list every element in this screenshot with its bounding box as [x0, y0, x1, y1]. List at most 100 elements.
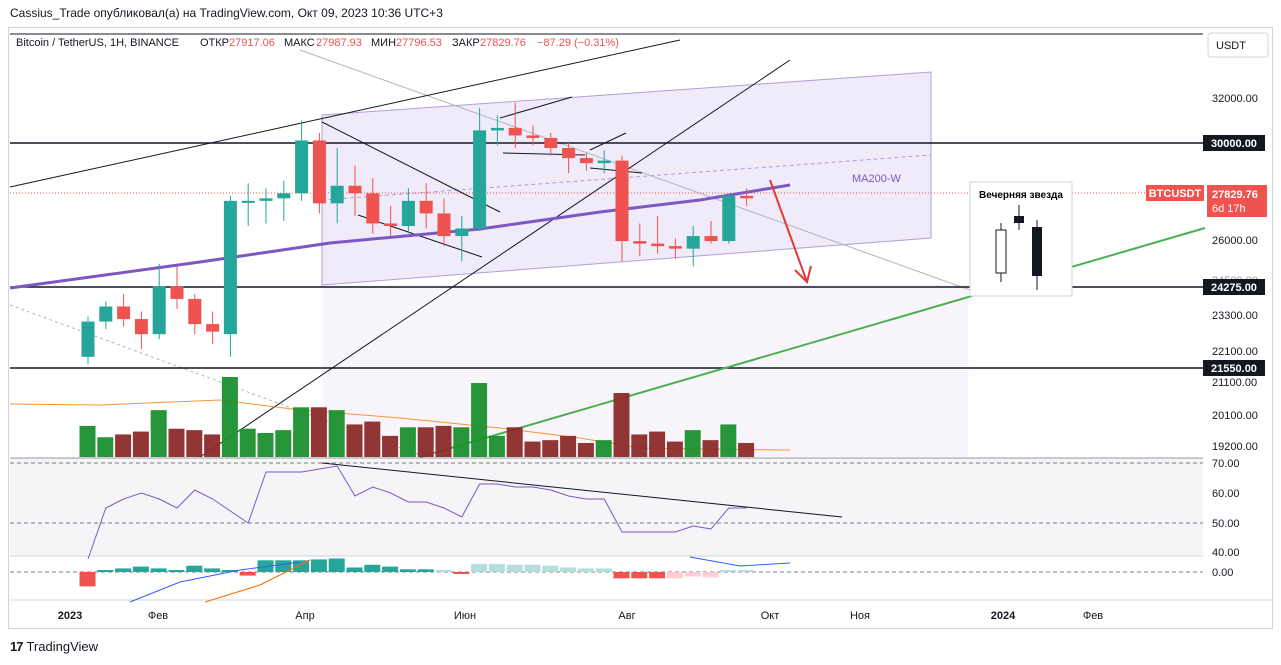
time-axis[interactable]: 2023 Фев Апр Июн Авг Окт Ноя 2024 Фев — [58, 610, 1104, 622]
symbol-title[interactable]: Bitcoin / TetherUS, 1H, BINANCE — [16, 37, 179, 49]
currency-button[interactable] — [1207, 32, 1269, 58]
candle-body[interactable] — [312, 140, 326, 204]
candle-body[interactable] — [401, 200, 415, 227]
candle-body[interactable] — [579, 158, 593, 164]
candle-body[interactable] — [722, 195, 736, 242]
publisher-line: Cassius_Trade опубликовал(а) на TradingV… — [10, 6, 443, 20]
ytick: 23300.00 — [1212, 310, 1258, 322]
volume-bar — [738, 443, 755, 457]
candle-body[interactable] — [295, 140, 309, 194]
candle-body[interactable] — [134, 319, 148, 335]
candle-body[interactable] — [455, 228, 469, 237]
volume-bar — [649, 431, 666, 457]
ticker-badge[interactable] — [1146, 185, 1204, 201]
price-badge[interactable] — [1207, 185, 1267, 217]
macd-bar — [364, 564, 381, 572]
candle-body[interactable] — [544, 137, 558, 149]
candle-body[interactable] — [437, 213, 451, 237]
volume-bar — [275, 430, 292, 457]
macd-bar — [275, 560, 292, 572]
footer-brand: TradingView — [26, 639, 99, 654]
volume-bar — [168, 428, 185, 457]
flag-pattern-upper[interactable] — [321, 121, 501, 213]
macd-bar — [453, 572, 470, 574]
top-pattern-lines-3[interactable] — [499, 96, 573, 119]
macd-bar — [132, 566, 149, 572]
candle-body[interactable] — [597, 160, 611, 164]
candle-body[interactable] — [152, 286, 166, 335]
candle-body[interactable] — [81, 321, 95, 357]
footer[interactable]: 17 TradingView — [10, 639, 98, 654]
candle-body[interactable] — [562, 148, 576, 159]
level-21550-badge[interactable] — [1203, 360, 1265, 376]
top-pattern-lines-4[interactable] — [589, 132, 627, 151]
candle-body[interactable] — [330, 185, 344, 204]
volume-bar — [310, 407, 327, 457]
candle-body[interactable] — [277, 193, 291, 199]
forecast-arrow[interactable] — [769, 179, 808, 283]
macd-bar — [382, 566, 399, 572]
candle-body[interactable] — [348, 185, 362, 194]
candle-body[interactable] — [188, 298, 202, 325]
candle-body[interactable] — [526, 135, 540, 138]
volume-bar — [613, 393, 630, 457]
candle-body[interactable] — [704, 236, 718, 242]
candle-body[interactable] — [259, 198, 273, 201]
volume-bars — [79, 377, 755, 457]
macd-bar — [595, 568, 612, 572]
volume-bar — [150, 410, 167, 457]
macd-line — [204, 559, 311, 603]
level-30000-badge[interactable] — [1203, 135, 1265, 151]
evening-star-inset[interactable] — [969, 181, 1073, 297]
macd-bar — [168, 570, 185, 572]
rising-trendline[interactable] — [199, 59, 791, 458]
xtick: Июн — [454, 610, 476, 622]
volume-bar — [115, 434, 132, 457]
rsi-divergence-line[interactable] — [321, 462, 843, 518]
candle-body[interactable] — [206, 324, 220, 332]
candle-body[interactable] — [740, 195, 754, 199]
rsi-line[interactable] — [87, 465, 747, 560]
candle-body[interactable] — [686, 236, 700, 249]
macd-bar — [328, 558, 345, 572]
candle-body[interactable] — [473, 130, 487, 229]
open-label: ОТКР — [200, 37, 229, 49]
volume-bar — [239, 428, 256, 457]
candle-body[interactable] — [419, 200, 433, 214]
candle-body[interactable] — [615, 160, 629, 242]
candle-body[interactable] — [366, 193, 380, 224]
candle-body[interactable] — [668, 246, 682, 249]
macd-bar — [684, 572, 701, 577]
volume-bar — [560, 435, 577, 457]
candle-body[interactable] — [633, 241, 647, 244]
xtick: Окт — [761, 610, 780, 622]
macd-bar — [186, 565, 203, 572]
candle-body[interactable] — [651, 243, 665, 247]
macd-bar — [293, 560, 310, 572]
macd-bar — [150, 568, 167, 572]
volume-bar — [702, 440, 719, 457]
level-24275-badge[interactable] — [1203, 279, 1265, 295]
candle-body[interactable] — [384, 223, 398, 227]
volume-bar — [435, 425, 452, 457]
volume-bar — [524, 441, 541, 457]
xtick: Ноя — [850, 610, 870, 622]
level-24275-text: 24275.00 — [1211, 282, 1257, 294]
currency-button-label: USDT — [1216, 40, 1246, 52]
volume-bar — [382, 435, 399, 457]
candle-body[interactable] — [117, 306, 131, 320]
rsi-tick: 40.00 — [1212, 547, 1240, 559]
candle-body[interactable] — [241, 200, 255, 203]
candles[interactable] — [81, 102, 754, 365]
green-support-line[interactable] — [419, 227, 1206, 458]
macd-bar — [488, 563, 505, 572]
candle-body[interactable] — [508, 127, 522, 136]
candle-body[interactable] — [99, 306, 113, 322]
upper-trendline[interactable] — [9, 39, 681, 188]
candle-body[interactable] — [490, 127, 504, 131]
macd-bar — [649, 572, 666, 579]
candle-body[interactable] — [223, 200, 237, 335]
candle-body[interactable] — [170, 286, 184, 299]
macd-bar — [720, 570, 737, 572]
